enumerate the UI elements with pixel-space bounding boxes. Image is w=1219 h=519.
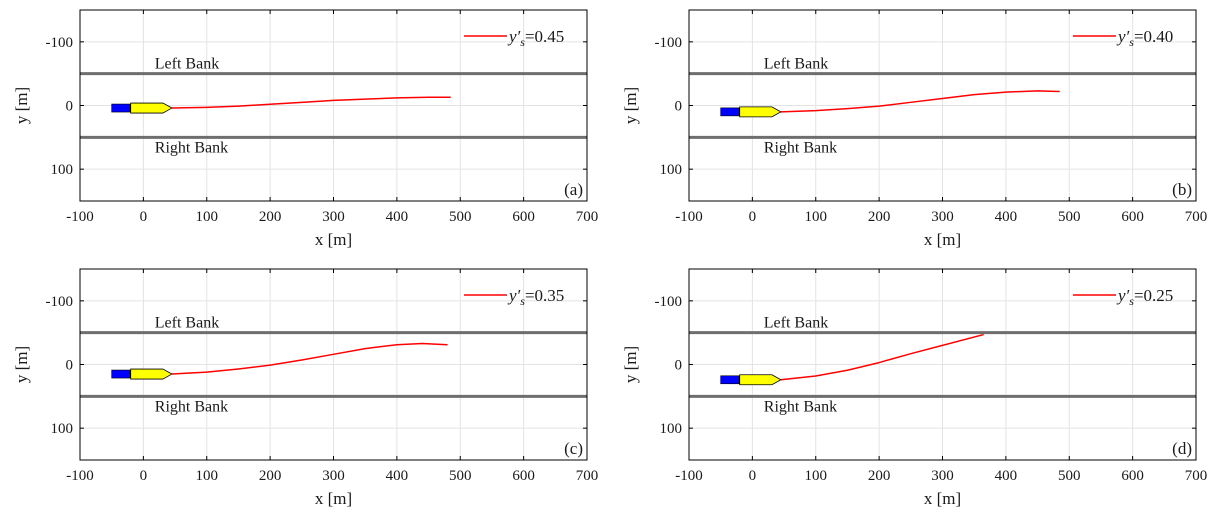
x-tick-label: -100 (66, 468, 94, 484)
x-tick-label: 0 (749, 209, 757, 225)
x-tick-label: 400 (995, 468, 1018, 484)
x-tick-label: 200 (259, 209, 282, 225)
x-tick-label: 600 (512, 468, 535, 484)
x-tick-label: 700 (1185, 468, 1208, 484)
y-axis-label: y [m] (621, 87, 640, 124)
x-tick-label: 300 (931, 209, 954, 225)
y-tick-label: 0 (675, 99, 683, 115)
left-bank-label: Left Bank (764, 56, 828, 73)
x-tick-label: 0 (140, 468, 148, 484)
x-tick-label: 200 (868, 209, 891, 225)
x-tick-label: 200 (259, 468, 282, 484)
x-tick-label: 600 (512, 209, 535, 225)
x-tick-label: 600 (1121, 209, 1144, 225)
y-axis-label: y [m] (12, 87, 31, 124)
ship-stern (720, 375, 741, 385)
x-axis-label: x [m] (315, 489, 352, 508)
left-bank-label: Left Bank (155, 315, 219, 332)
ship-hull (739, 374, 782, 386)
x-tick-label: 300 (322, 468, 345, 484)
x-tick-label: 200 (868, 468, 891, 484)
panel-label: (d) (1172, 439, 1192, 458)
x-tick-label: 300 (322, 209, 345, 225)
x-tick-label: 300 (931, 468, 954, 484)
y-axis-label: y [m] (621, 346, 640, 383)
chart-panel-a: Left Bank Right Bank -100 0 100 200 300 400 500 6… (12, 9, 599, 249)
y-tick-label: 100 (660, 162, 683, 178)
ship-stern (111, 369, 132, 379)
x-tick-label: 0 (749, 468, 757, 484)
ship-hull (130, 102, 173, 114)
trajectory-line (171, 342, 448, 375)
ship-stern (720, 107, 741, 117)
x-tick-label: 100 (805, 468, 828, 484)
left-bank-label: Left Bank (155, 56, 219, 73)
chart-panel-d: Left Bank Right Bank -100 0 100 200 300 400 500 6… (621, 268, 1208, 508)
x-tick-label: 600 (1121, 468, 1144, 484)
x-tick-label: -100 (675, 209, 703, 225)
ship-hull (130, 368, 173, 380)
legend-label: y′s=0.35 (507, 286, 564, 308)
chart-panel-b: Left Bank Right Bank -100 0 100 200 300 400 500 6… (621, 9, 1208, 249)
x-tick-label: 400 (386, 209, 409, 225)
x-tick-label: 700 (576, 468, 599, 484)
y-axis-label: y [m] (12, 346, 31, 383)
x-axis-label: x [m] (315, 230, 352, 249)
legend-label: y′s=0.45 (507, 27, 564, 49)
x-tick-label: 500 (1058, 468, 1081, 484)
panel-label: (a) (564, 180, 583, 199)
panel-label: (b) (1172, 180, 1192, 199)
trajectory-line (171, 96, 451, 109)
right-bank-label: Right Bank (764, 398, 837, 415)
panel-label: (c) (564, 439, 583, 458)
y-tick-label: 0 (66, 358, 74, 374)
x-tick-label: 400 (386, 468, 409, 484)
y-tick-label: 0 (66, 99, 74, 115)
y-tick-label: -100 (46, 294, 74, 310)
right-bank-label: Right Bank (764, 139, 837, 156)
trajectory-line (780, 90, 1060, 113)
legend-label: y′s=0.40 (1116, 27, 1173, 49)
x-tick-label: 400 (995, 209, 1018, 225)
x-tick-label: 500 (449, 468, 472, 484)
y-tick-label: -100 (46, 35, 74, 51)
trajectory-line (780, 333, 984, 381)
y-tick-label: 100 (51, 421, 74, 437)
y-tick-label: 100 (51, 162, 74, 178)
legend-label: y′s=0.25 (1116, 286, 1173, 308)
y-tick-label: 100 (660, 421, 683, 437)
x-tick-label: -100 (675, 468, 703, 484)
left-bank-label: Left Bank (764, 315, 828, 332)
x-tick-label: 0 (140, 209, 148, 225)
y-tick-label: -100 (655, 294, 683, 310)
x-axis-label: x [m] (924, 489, 961, 508)
right-bank-label: Right Bank (155, 139, 228, 156)
x-tick-label: -100 (66, 209, 94, 225)
x-tick-label: 500 (449, 209, 472, 225)
y-tick-label: 0 (675, 358, 683, 374)
x-tick-label: 700 (576, 209, 599, 225)
x-tick-label: 500 (1058, 209, 1081, 225)
ship-hull (739, 106, 782, 118)
x-axis-label: x [m] (924, 230, 961, 249)
x-tick-label: 100 (805, 209, 828, 225)
x-tick-label: 100 (196, 468, 219, 484)
y-tick-label: -100 (655, 35, 683, 51)
ship-stern (111, 103, 132, 113)
x-tick-label: 700 (1185, 209, 1208, 225)
chart-panel-c: Left Bank Right Bank -100 0 100 200 300 400 500 6… (12, 268, 599, 508)
x-tick-label: 100 (196, 209, 219, 225)
right-bank-label: Right Bank (155, 398, 228, 415)
